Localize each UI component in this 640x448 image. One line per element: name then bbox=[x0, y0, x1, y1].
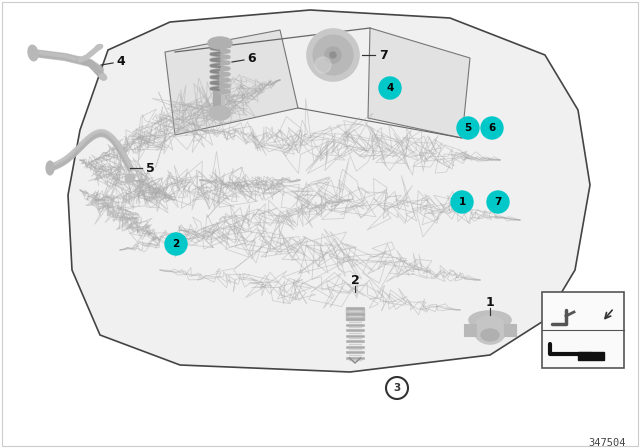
Circle shape bbox=[386, 377, 408, 399]
Ellipse shape bbox=[46, 161, 54, 175]
Ellipse shape bbox=[28, 45, 38, 61]
Text: 6: 6 bbox=[488, 123, 495, 133]
Ellipse shape bbox=[208, 37, 232, 49]
Text: 347504: 347504 bbox=[588, 438, 626, 448]
Circle shape bbox=[481, 117, 503, 139]
Text: 5: 5 bbox=[465, 123, 472, 133]
Polygon shape bbox=[368, 28, 470, 138]
Text: 2: 2 bbox=[172, 239, 180, 249]
Ellipse shape bbox=[315, 57, 331, 73]
Text: 2: 2 bbox=[351, 273, 360, 287]
Bar bbox=[464, 324, 476, 336]
Ellipse shape bbox=[469, 311, 511, 329]
Text: 4: 4 bbox=[116, 55, 125, 68]
Ellipse shape bbox=[125, 174, 135, 182]
Ellipse shape bbox=[330, 52, 336, 58]
Circle shape bbox=[165, 233, 187, 255]
Ellipse shape bbox=[313, 35, 353, 75]
Polygon shape bbox=[165, 30, 298, 135]
Text: 7: 7 bbox=[379, 48, 387, 61]
Ellipse shape bbox=[95, 44, 103, 50]
Ellipse shape bbox=[307, 29, 359, 81]
Ellipse shape bbox=[481, 329, 499, 341]
Text: 1: 1 bbox=[458, 197, 466, 207]
Ellipse shape bbox=[99, 74, 107, 80]
Bar bbox=[346, 308, 364, 320]
Polygon shape bbox=[68, 10, 590, 372]
Text: 1: 1 bbox=[486, 296, 494, 309]
Bar bbox=[210, 39, 230, 47]
Text: 7: 7 bbox=[494, 197, 502, 207]
Ellipse shape bbox=[474, 316, 506, 344]
Text: 3: 3 bbox=[394, 383, 401, 393]
Bar bbox=[578, 352, 604, 360]
Circle shape bbox=[379, 77, 401, 99]
Bar bbox=[542, 292, 624, 368]
Text: 6: 6 bbox=[248, 52, 256, 65]
Circle shape bbox=[487, 191, 509, 213]
Text: 4: 4 bbox=[387, 83, 394, 93]
Ellipse shape bbox=[209, 106, 231, 120]
Circle shape bbox=[451, 191, 473, 213]
Bar bbox=[504, 324, 516, 336]
Ellipse shape bbox=[325, 47, 341, 63]
Text: 5: 5 bbox=[146, 161, 154, 175]
Circle shape bbox=[457, 117, 479, 139]
